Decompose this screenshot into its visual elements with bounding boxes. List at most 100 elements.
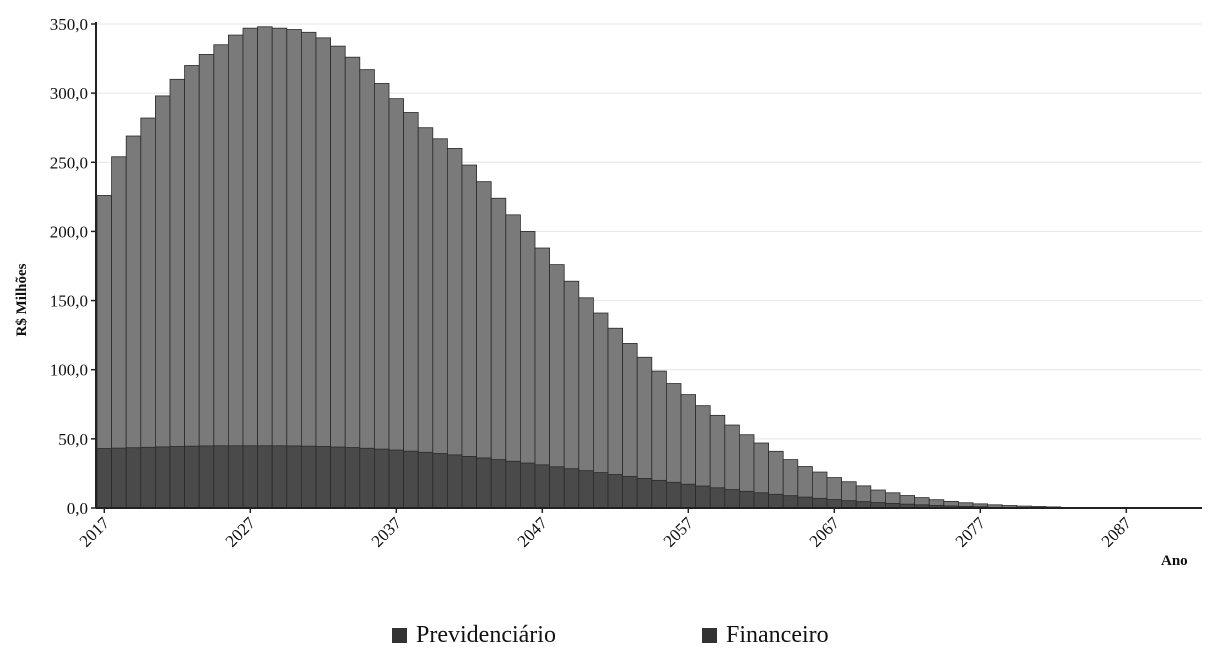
y-tick-label: 250,0 (50, 153, 88, 172)
x-tick-label: 2027 (222, 513, 260, 551)
y-axis-title: R$ Milhões (14, 263, 30, 336)
bar-financeiro-2035 (360, 448, 375, 508)
y-tick-label: 200,0 (50, 222, 88, 241)
bar-financeiro-2017 (97, 449, 112, 508)
bar-previdenciario-2030 (287, 30, 302, 508)
bar-previdenciario-2040 (433, 139, 448, 508)
bar-previdenciario-2038 (404, 113, 419, 509)
bar-financeiro-2052 (608, 475, 623, 508)
bar-financeiro-2022 (170, 446, 185, 508)
bar-financeiro-2019 (126, 448, 141, 508)
bar-financeiro-2061 (739, 491, 754, 508)
bar-financeiro-2039 (418, 452, 433, 508)
bar-previdenciario-2037 (389, 99, 404, 508)
bar-financeiro-2057 (681, 484, 696, 508)
bar-previdenciario-2028 (258, 27, 273, 508)
bar-previdenciario-2041 (447, 148, 462, 508)
bar-previdenciario-2022 (170, 79, 185, 508)
bar-financeiro-2062 (754, 493, 769, 508)
bar-previdenciario-2033 (331, 46, 346, 508)
legend-label-financeiro: Financeiro (726, 622, 829, 649)
bar-financeiro-2050 (579, 471, 594, 508)
y-tick-label: 50,0 (58, 430, 88, 449)
y-tick-label: 350,0 (50, 15, 88, 34)
bar-financeiro-2047 (535, 465, 550, 508)
legend-item-financeiro: Financeiro (702, 622, 829, 649)
bar-financeiro-2025 (214, 446, 229, 508)
bar-financeiro-2042 (462, 456, 477, 508)
legend-swatch-previdenciario (392, 628, 407, 643)
y-tick-label: 0,0 (67, 499, 88, 518)
bar-financeiro-2034 (345, 448, 360, 508)
x-tick-label: 2077 (952, 513, 990, 551)
bar-previdenciario-2031 (301, 32, 316, 508)
legend-item-previdenciario: Previdenciário (392, 622, 556, 649)
bar-previdenciario-2027 (243, 28, 258, 508)
bar-financeiro-2032 (316, 446, 331, 508)
bar-financeiro-2048 (550, 467, 565, 508)
bar-financeiro-2049 (564, 469, 579, 508)
bar-financeiro-2029 (272, 446, 287, 508)
bar-financeiro-2033 (331, 447, 346, 508)
bar-financeiro-2020 (141, 447, 156, 508)
bar-financeiro-2058 (696, 486, 711, 508)
bar-financeiro-2060 (725, 490, 740, 508)
bar-previdenciario-2024 (199, 54, 214, 508)
bar-financeiro-2031 (301, 446, 316, 508)
bar-financeiro-2036 (374, 449, 389, 508)
bar-financeiro-2053 (623, 476, 638, 508)
bar-financeiro-2063 (769, 494, 784, 508)
x-axis-title: Ano (1161, 553, 1188, 569)
bar-financeiro-2056 (666, 482, 681, 508)
bar-previdenciario-2029 (272, 28, 287, 508)
bar-previdenciario-2021 (155, 96, 170, 508)
bar-previdenciario-2032 (316, 38, 331, 508)
bar-financeiro-2068 (842, 501, 857, 508)
x-tick-label: 2017 (76, 513, 114, 551)
bar-financeiro-2059 (710, 488, 725, 508)
bar-financeiro-2038 (404, 451, 419, 508)
bar-financeiro-2066 (812, 498, 827, 508)
bar-financeiro-2045 (506, 461, 521, 508)
series-previdenciario (97, 27, 1163, 508)
legend-swatch-financeiro (702, 628, 717, 643)
y-tick-labels: 0,0 50,0 100,0 150,0 200,0 250,0 300,0 350,0 (50, 15, 96, 518)
x-tick-label: 2067 (806, 513, 844, 551)
bar-financeiro-2067 (827, 500, 842, 508)
y-tick-label: 100,0 (50, 361, 88, 380)
bar-financeiro-2065 (798, 497, 813, 508)
bar-financeiro-2027 (243, 446, 258, 508)
bar-financeiro-2064 (783, 496, 798, 508)
bar-financeiro-2051 (593, 473, 608, 508)
bar-previdenciario-2025 (214, 45, 229, 508)
x-tick-labels: 2017 2027 2037 2047 2057 2067 2077 2087 (76, 508, 1136, 551)
bar-financeiro-2040 (433, 454, 448, 508)
y-tick-label: 300,0 (50, 84, 88, 103)
x-tick-label: 2037 (368, 513, 406, 551)
bar-financeiro-2046 (520, 463, 535, 508)
bar-previdenciario-2036 (374, 83, 389, 508)
bar-financeiro-2018 (112, 448, 127, 508)
bar-financeiro-2021 (155, 447, 170, 508)
legend-label-previdenciario: Previdenciário (416, 622, 556, 649)
x-tick-label: 2057 (660, 513, 698, 551)
chart-area: 0,0 50,0 100,0 150,0 200,0 250,0 300,0 350,0 20… (0, 0, 1214, 620)
bar-previdenciario-2035 (360, 70, 375, 508)
bar-financeiro-2028 (258, 446, 273, 508)
bar-financeiro-2024 (199, 446, 214, 508)
bar-financeiro-2043 (477, 458, 492, 508)
bar-financeiro-2044 (491, 460, 506, 508)
x-tick-label: 2047 (514, 513, 552, 551)
bar-financeiro-2054 (637, 478, 652, 508)
bar-previdenciario-2026 (228, 35, 243, 508)
bar-previdenciario-2039 (418, 128, 433, 508)
bar-previdenciario-2034 (345, 57, 360, 508)
bar-financeiro-2026 (228, 446, 243, 508)
bar-financeiro-2030 (287, 446, 302, 508)
y-tick-label: 150,0 (50, 292, 88, 311)
bar-previdenciario-2023 (185, 65, 200, 508)
x-tick-label: 2087 (1098, 513, 1136, 551)
bar-financeiro-2023 (185, 446, 200, 508)
bar-financeiro-2041 (447, 455, 462, 508)
bar-financeiro-2037 (389, 450, 404, 508)
